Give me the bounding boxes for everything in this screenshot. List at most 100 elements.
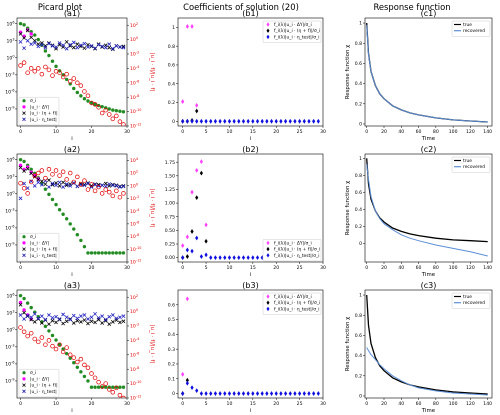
point-b2-1-2	[190, 229, 194, 234]
point-a2-4-23	[99, 191, 105, 196]
point-b3-2-10	[227, 391, 232, 396]
point-a1-4-21	[92, 102, 98, 107]
point-a2-3-22	[96, 183, 101, 188]
x-tick-label-b1-4: 20	[273, 129, 279, 135]
point-a2-4-19	[85, 187, 91, 192]
point-a2-3-19	[86, 181, 90, 186]
point-a1-0-27	[114, 108, 119, 113]
point-a1-3-1	[22, 46, 26, 51]
point-a3-4-13	[64, 345, 69, 350]
point-a2-4-2	[25, 191, 30, 196]
point-a1-4-18	[82, 89, 87, 94]
series-line-c1-0	[366, 22, 488, 123]
point-a3-3-29	[121, 314, 126, 319]
point-a2-3-13	[64, 182, 69, 187]
point-a3-3-6	[39, 314, 44, 319]
point-b1-2-15	[251, 118, 255, 124]
point-a1-4-13	[64, 71, 69, 77]
point-b1-2-9	[223, 118, 227, 124]
point-a3-2-13	[64, 319, 69, 324]
axes-frame-b3	[177, 289, 324, 399]
y-tick-label-a2-1: 103	[6, 173, 14, 180]
point-a2-3-27	[114, 183, 119, 188]
point-a1-0-19	[86, 99, 90, 103]
point-a3-0-22	[96, 385, 101, 389]
point-a2-3-18	[82, 183, 87, 188]
point-a1-4-4	[32, 69, 37, 74]
point-a1-2-29	[121, 44, 126, 49]
point-b1-2-20	[274, 118, 278, 124]
point-a3-3-23	[100, 314, 105, 319]
point-a2-4-15	[71, 179, 77, 185]
point-a3-2-7	[43, 318, 48, 323]
legend-entry-b2-2: f_i(λ)|u_i · η_test|/σ_i	[274, 253, 319, 259]
point-a3-2-11	[57, 317, 62, 322]
point-b1-2-12	[237, 118, 241, 124]
point-a2-2-28	[118, 184, 122, 189]
point-a1-4-25	[107, 112, 112, 117]
point-b2-0-5	[204, 222, 208, 228]
point-a2-3-8	[47, 185, 51, 189]
point-a3-0-2	[25, 301, 30, 305]
point-b1-2-7	[213, 118, 218, 124]
point-a3-0-17	[79, 370, 83, 374]
y-tick-label-c1-1: 0.2	[355, 101, 362, 107]
point-b3-2-6	[209, 391, 213, 396]
legend-entry-a2-2: |u_i · (η + f)|	[30, 247, 58, 253]
point-a3-4-20	[89, 371, 94, 376]
point-a1-4-15	[71, 76, 77, 81]
point-b2-2-7	[213, 255, 218, 261]
y-tick-label-a3-1: 103	[6, 309, 14, 316]
y-right-tick-label-a3-4: 10-6	[130, 351, 139, 358]
point-b1-2-16	[255, 118, 260, 124]
point-b2-1-3	[195, 195, 199, 201]
plot-area-c1	[366, 22, 488, 123]
point-a3-0-10	[54, 338, 58, 342]
y-tick-label-b2-4: 1.00	[165, 201, 175, 207]
x-tick-label-c1-1: 20	[381, 129, 387, 135]
point-b2-2-5	[204, 252, 208, 258]
x-tick-label-b1-0: 0	[181, 129, 184, 135]
point-a3-2-28	[118, 320, 122, 325]
y-tick-label-b2-7: 1.75	[165, 160, 175, 166]
point-a2-0-23	[100, 251, 104, 255]
point-a1-3-10	[54, 45, 58, 49]
legend-entry-b3-0: f_i(λ)|u_i · ΔY|/σ_i	[274, 294, 312, 300]
panel-c1: (c1) 0 20 40 60 80 100 120 140 Time 0 0.2 0.4 0.6 0.8 1…	[345, 9, 493, 142]
point-b1-2-21	[279, 118, 283, 124]
point-a2-0-26	[111, 251, 115, 255]
point-a1-4-5	[36, 66, 41, 71]
y-tick-label-b2-1: 0.25	[165, 242, 175, 248]
point-b1-2-24	[293, 118, 297, 124]
legend-marker-b2-0	[266, 240, 270, 246]
point-a1-3-3	[29, 42, 34, 47]
x-tick-label-a3-0: 0	[19, 401, 22, 407]
y-tick-label-b1-0: 0	[172, 119, 175, 125]
point-a1-4-28	[117, 119, 123, 124]
y-right-tick-label-a2-2: 100	[130, 182, 138, 189]
legend-marker-a2-3	[22, 253, 26, 258]
point-a1-3-14	[68, 42, 73, 47]
point-a2-4-28	[117, 194, 123, 200]
axes-frame-c1	[364, 17, 493, 127]
point-b2-0-2	[190, 189, 194, 195]
point-b2-2-12	[237, 255, 241, 261]
point-b2-1-5	[204, 238, 208, 244]
y-tick-label-b2-5: 1.25	[165, 187, 175, 193]
y-right-tick-label-a2-0: 104	[130, 157, 138, 164]
point-b1-2-28	[312, 118, 316, 124]
point-a1-4-8	[46, 67, 52, 73]
y-right-tick-label-a1-0: 102	[130, 22, 138, 29]
point-a2-0-22	[96, 251, 101, 255]
point-a2-4-16	[75, 174, 80, 180]
legend-a1: σ_i|u_i · ΔY||u_i · (η + f)||u_i · η_tes…	[18, 96, 60, 126]
point-a2-4-25	[107, 189, 112, 195]
point-a2-4-18	[82, 178, 87, 183]
point-a1-0-4	[33, 33, 37, 37]
y-tick-label-a2-4: 10-6	[5, 224, 14, 231]
point-a1-2-23	[100, 45, 105, 49]
point-a2-0-3	[29, 167, 33, 172]
point-a1-3-21	[93, 46, 97, 51]
legend-marker-a1-1	[22, 105, 26, 109]
point-a3-4-22	[96, 379, 101, 385]
